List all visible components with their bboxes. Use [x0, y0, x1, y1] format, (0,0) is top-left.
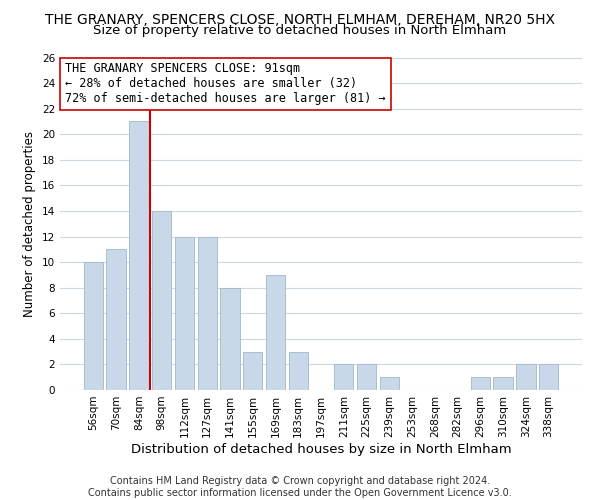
Bar [106, 250, 126, 390]
Bar [243, 352, 262, 390]
Text: Contains HM Land Registry data © Crown copyright and database right 2024.
Contai: Contains HM Land Registry data © Crown c… [88, 476, 512, 498]
Bar [84, 262, 103, 390]
Text: THE GRANARY SPENCERS CLOSE: 91sqm
← 28% of detached houses are smaller (32)
72% : THE GRANARY SPENCERS CLOSE: 91sqm ← 28% … [65, 62, 386, 106]
Bar [357, 364, 376, 390]
Bar [152, 211, 172, 390]
Bar [470, 377, 490, 390]
Text: Size of property relative to detached houses in North Elmham: Size of property relative to detached ho… [94, 24, 506, 37]
Text: THE GRANARY, SPENCERS CLOSE, NORTH ELMHAM, DEREHAM, NR20 5HX: THE GRANARY, SPENCERS CLOSE, NORTH ELMHA… [45, 12, 555, 26]
Bar [516, 364, 536, 390]
Bar [197, 236, 217, 390]
Bar [220, 288, 239, 390]
Bar [539, 364, 558, 390]
Bar [334, 364, 353, 390]
Bar [266, 275, 285, 390]
X-axis label: Distribution of detached houses by size in North Elmham: Distribution of detached houses by size … [131, 442, 511, 456]
Y-axis label: Number of detached properties: Number of detached properties [23, 130, 37, 317]
Bar [380, 377, 399, 390]
Bar [493, 377, 513, 390]
Bar [289, 352, 308, 390]
Bar [175, 236, 194, 390]
Bar [129, 122, 149, 390]
